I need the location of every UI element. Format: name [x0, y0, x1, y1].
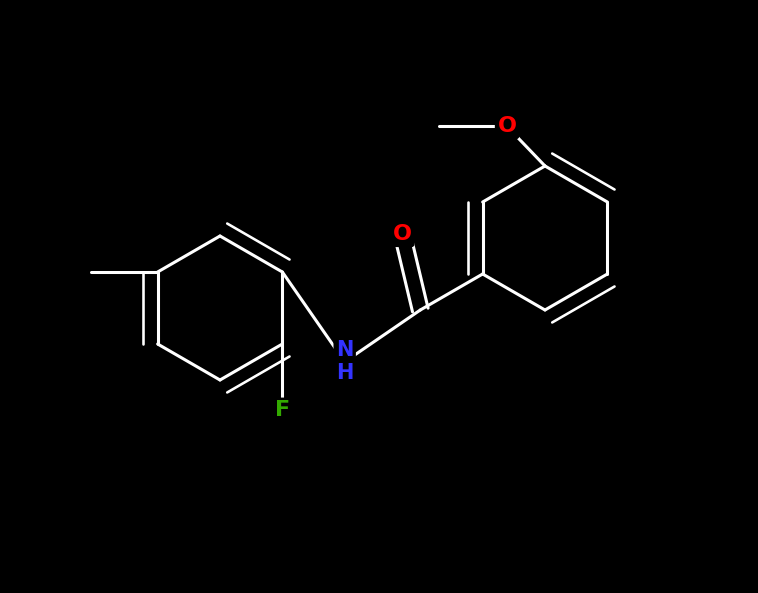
Text: O: O [393, 224, 412, 244]
Text: O: O [497, 116, 516, 136]
Text: N
H: N H [336, 340, 353, 384]
Text: F: F [275, 400, 290, 420]
